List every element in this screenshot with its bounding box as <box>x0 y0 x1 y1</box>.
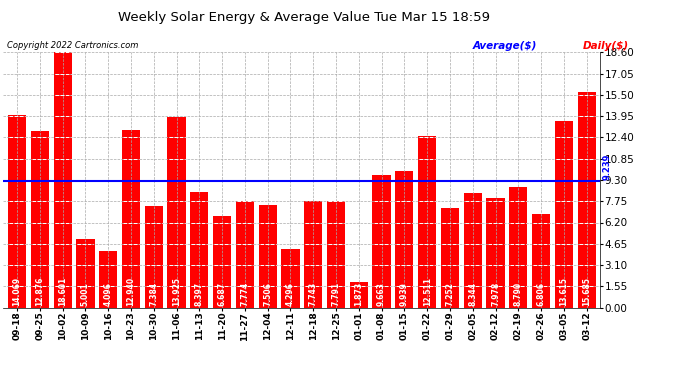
Text: Weekly Solar Energy & Average Value Tue Mar 15 18:59: Weekly Solar Energy & Average Value Tue … <box>117 11 490 24</box>
Text: 12.876: 12.876 <box>35 277 44 306</box>
Text: 6.687: 6.687 <box>217 282 226 306</box>
Text: 12.511: 12.511 <box>423 277 432 306</box>
Bar <box>145 206 163 308</box>
Text: 7.743: 7.743 <box>308 282 318 306</box>
Text: 7.506: 7.506 <box>263 282 272 306</box>
Text: Daily($): Daily($) <box>583 41 629 51</box>
Text: Average($): Average($) <box>473 41 537 51</box>
Text: 9.663: 9.663 <box>377 282 386 306</box>
Text: 7.252: 7.252 <box>446 282 455 306</box>
Text: 18.601: 18.601 <box>58 277 67 306</box>
Bar <box>373 175 391 308</box>
Text: 1.873: 1.873 <box>355 282 364 306</box>
Bar <box>555 121 573 308</box>
Bar <box>578 93 595 308</box>
Text: 7.774: 7.774 <box>240 282 249 306</box>
Bar <box>8 115 26 308</box>
Bar <box>168 117 186 308</box>
Bar <box>486 198 504 308</box>
Text: 9.239: 9.239 <box>0 154 1 180</box>
Text: 8.790: 8.790 <box>514 282 523 306</box>
Bar <box>441 208 459 308</box>
Text: 4.096: 4.096 <box>104 282 112 306</box>
Bar <box>395 171 413 308</box>
Bar <box>282 249 299 308</box>
Text: 7.978: 7.978 <box>491 282 500 306</box>
Text: 15.685: 15.685 <box>582 277 591 306</box>
Text: Copyright 2022 Cartronics.com: Copyright 2022 Cartronics.com <box>7 41 138 50</box>
Bar <box>532 214 550 308</box>
Text: 12.940: 12.940 <box>126 277 135 306</box>
Text: 13.925: 13.925 <box>172 277 181 306</box>
Text: 6.806: 6.806 <box>537 282 546 306</box>
Bar <box>259 205 277 308</box>
Bar <box>213 216 231 308</box>
Bar <box>31 131 49 308</box>
Bar <box>327 201 345 308</box>
Bar <box>418 136 436 308</box>
Text: 14.069: 14.069 <box>12 277 21 306</box>
Text: 7.384: 7.384 <box>149 282 158 306</box>
Text: 8.344: 8.344 <box>469 282 477 306</box>
Bar <box>122 130 140 308</box>
Text: 4.296: 4.296 <box>286 282 295 306</box>
Bar <box>190 192 208 308</box>
Bar <box>77 239 95 308</box>
Bar <box>99 251 117 308</box>
Text: 9.939: 9.939 <box>400 282 409 306</box>
Bar <box>464 193 482 308</box>
Text: 8.397: 8.397 <box>195 282 204 306</box>
Text: 9.239: 9.239 <box>602 154 611 180</box>
Bar <box>350 282 368 308</box>
Text: 13.615: 13.615 <box>560 277 569 306</box>
Bar <box>54 53 72 308</box>
Text: 7.791: 7.791 <box>332 282 341 306</box>
Bar <box>236 201 254 308</box>
Text: 5.001: 5.001 <box>81 282 90 306</box>
Bar <box>509 187 527 308</box>
Bar <box>304 201 322 308</box>
